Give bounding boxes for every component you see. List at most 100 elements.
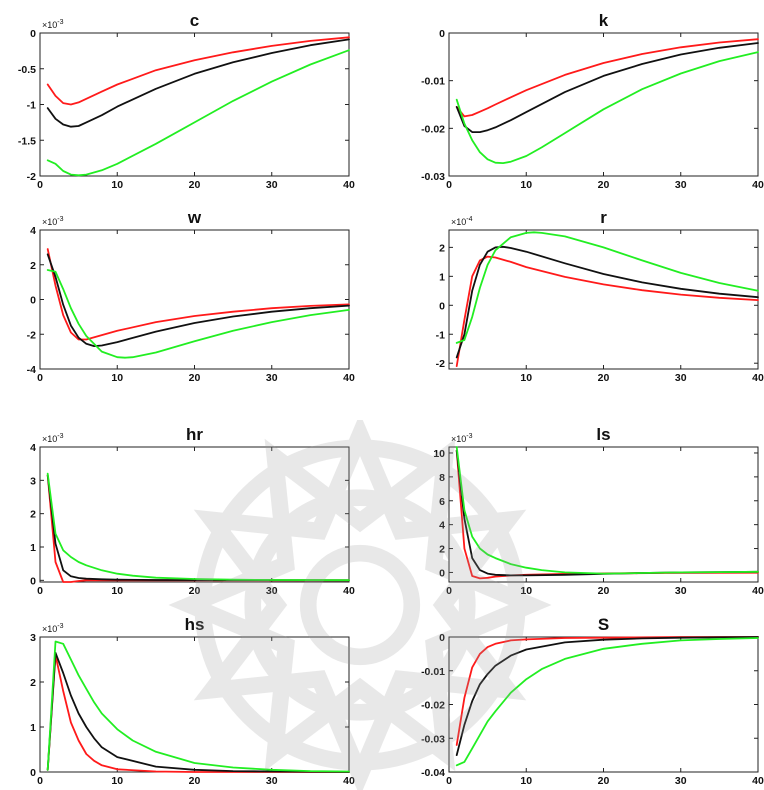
x-tick-label: 0 xyxy=(37,775,43,787)
y-tick-label: -0.5 xyxy=(18,64,36,76)
y-tick-label: -2 xyxy=(27,329,36,341)
axes-frame xyxy=(448,32,759,177)
y-tick-label: 2 xyxy=(439,242,445,254)
x-tick-label: 40 xyxy=(343,585,355,597)
y-tick-label: 3 xyxy=(30,632,36,644)
x-tick-label: 20 xyxy=(189,372,201,384)
y-exponent-label: ×10-3 xyxy=(42,623,64,634)
series-line-red xyxy=(46,654,350,773)
y-tick-label: 0 xyxy=(439,567,445,579)
y-exponent-label: ×10-3 xyxy=(42,216,64,227)
y-tick-label: 4 xyxy=(30,442,36,454)
series-line-red xyxy=(455,636,759,746)
series-line-green xyxy=(455,51,759,165)
subplot-title: hr xyxy=(186,425,203,444)
series-line-green xyxy=(455,637,759,767)
x-tick-label: 30 xyxy=(266,372,278,384)
x-tick-label: 40 xyxy=(343,372,355,384)
subplot-title: r xyxy=(600,208,607,227)
y-tick-label: -0.03 xyxy=(421,733,445,745)
series-line-green xyxy=(455,446,759,575)
y-tick-label: 2 xyxy=(30,509,36,521)
y-tick-label: 1 xyxy=(30,722,36,734)
axes-frame xyxy=(39,446,350,583)
x-tick-label: 10 xyxy=(520,585,532,597)
series-line-red xyxy=(455,38,759,118)
subplot-title: ls xyxy=(596,425,610,444)
axes-frame xyxy=(39,229,350,370)
y-tick-label: -1.5 xyxy=(18,135,36,147)
y-tick-label: 4 xyxy=(30,225,36,237)
x-tick-label: 20 xyxy=(598,372,610,384)
y-tick-label: -4 xyxy=(27,364,36,376)
y-tick-label: -0.02 xyxy=(421,700,445,712)
x-tick-label: 20 xyxy=(598,775,610,787)
y-tick-label: 0 xyxy=(30,28,36,40)
subplot-title: hs xyxy=(185,615,205,634)
series-line-red xyxy=(46,474,350,583)
y-tick-label: 2 xyxy=(30,677,36,689)
x-tick-label: 30 xyxy=(266,585,278,597)
series-line-black xyxy=(455,245,759,359)
x-tick-label: 40 xyxy=(752,179,764,191)
subplot-c: 0 10 20 30 40 0 -0.5 -1 -1.5 -2 ×10-3 c xyxy=(18,11,355,191)
y-tick-label: -0.01 xyxy=(421,666,445,678)
y-tick-label: 8 xyxy=(439,472,445,484)
y-exponent-label: ×10-3 xyxy=(451,433,473,444)
subplot-title: c xyxy=(190,11,199,30)
y-exponent-label: ×10-3 xyxy=(42,19,64,30)
x-tick-label: 30 xyxy=(675,585,687,597)
y-tick-label: 1 xyxy=(439,271,445,283)
y-tick-label: 3 xyxy=(30,475,36,487)
x-tick-label: 20 xyxy=(598,585,610,597)
y-tick-label: 0 xyxy=(30,575,36,587)
x-tick-label: 30 xyxy=(675,372,687,384)
y-tick-label: -2 xyxy=(27,171,36,183)
series-line-red xyxy=(46,248,350,341)
y-exponent-label: ×10-3 xyxy=(42,433,64,444)
y-tick-label: 2 xyxy=(30,260,36,272)
x-tick-label: 10 xyxy=(111,372,123,384)
y-tick-label: -0.02 xyxy=(421,123,445,135)
y-tick-label: 2 xyxy=(439,544,445,556)
x-tick-label: 30 xyxy=(266,179,278,191)
y-tick-label: -1 xyxy=(27,100,36,112)
x-tick-label: 40 xyxy=(343,179,355,191)
y-tick-label: 0 xyxy=(30,295,36,307)
axes-frame xyxy=(448,229,759,370)
y-tick-label: 1 xyxy=(30,542,36,554)
y-tick-label: -0.03 xyxy=(421,171,445,183)
y-tick-label: -1 xyxy=(436,329,445,341)
x-tick-label: 20 xyxy=(189,585,201,597)
series-line-black xyxy=(46,651,350,773)
x-tick-label: 20 xyxy=(189,179,201,191)
series-line-black xyxy=(46,38,350,128)
x-tick-label: 10 xyxy=(111,179,123,191)
y-tick-label: 0 xyxy=(439,300,445,312)
x-tick-label: 40 xyxy=(752,585,764,597)
y-tick-label: 0 xyxy=(439,632,445,644)
y-exponent-label: ×10-4 xyxy=(451,216,473,227)
series-line-black xyxy=(46,474,350,582)
axes-frame xyxy=(39,636,350,773)
x-tick-label: 10 xyxy=(111,775,123,787)
x-tick-label: 40 xyxy=(752,372,764,384)
subplot-title: k xyxy=(599,11,609,30)
x-tick-label: 40 xyxy=(752,775,764,787)
subplot-title: w xyxy=(187,208,202,227)
series-line-red xyxy=(46,36,350,106)
y-tick-label: 0 xyxy=(30,767,36,779)
series-line-black xyxy=(455,636,759,756)
x-tick-label: 20 xyxy=(598,179,610,191)
y-tick-label: 6 xyxy=(439,496,445,508)
series-line-black xyxy=(455,42,759,134)
x-tick-label: 10 xyxy=(111,585,123,597)
y-tick-label: 0 xyxy=(439,28,445,40)
x-tick-label: 0 xyxy=(446,585,452,597)
x-tick-label: 0 xyxy=(446,179,452,191)
